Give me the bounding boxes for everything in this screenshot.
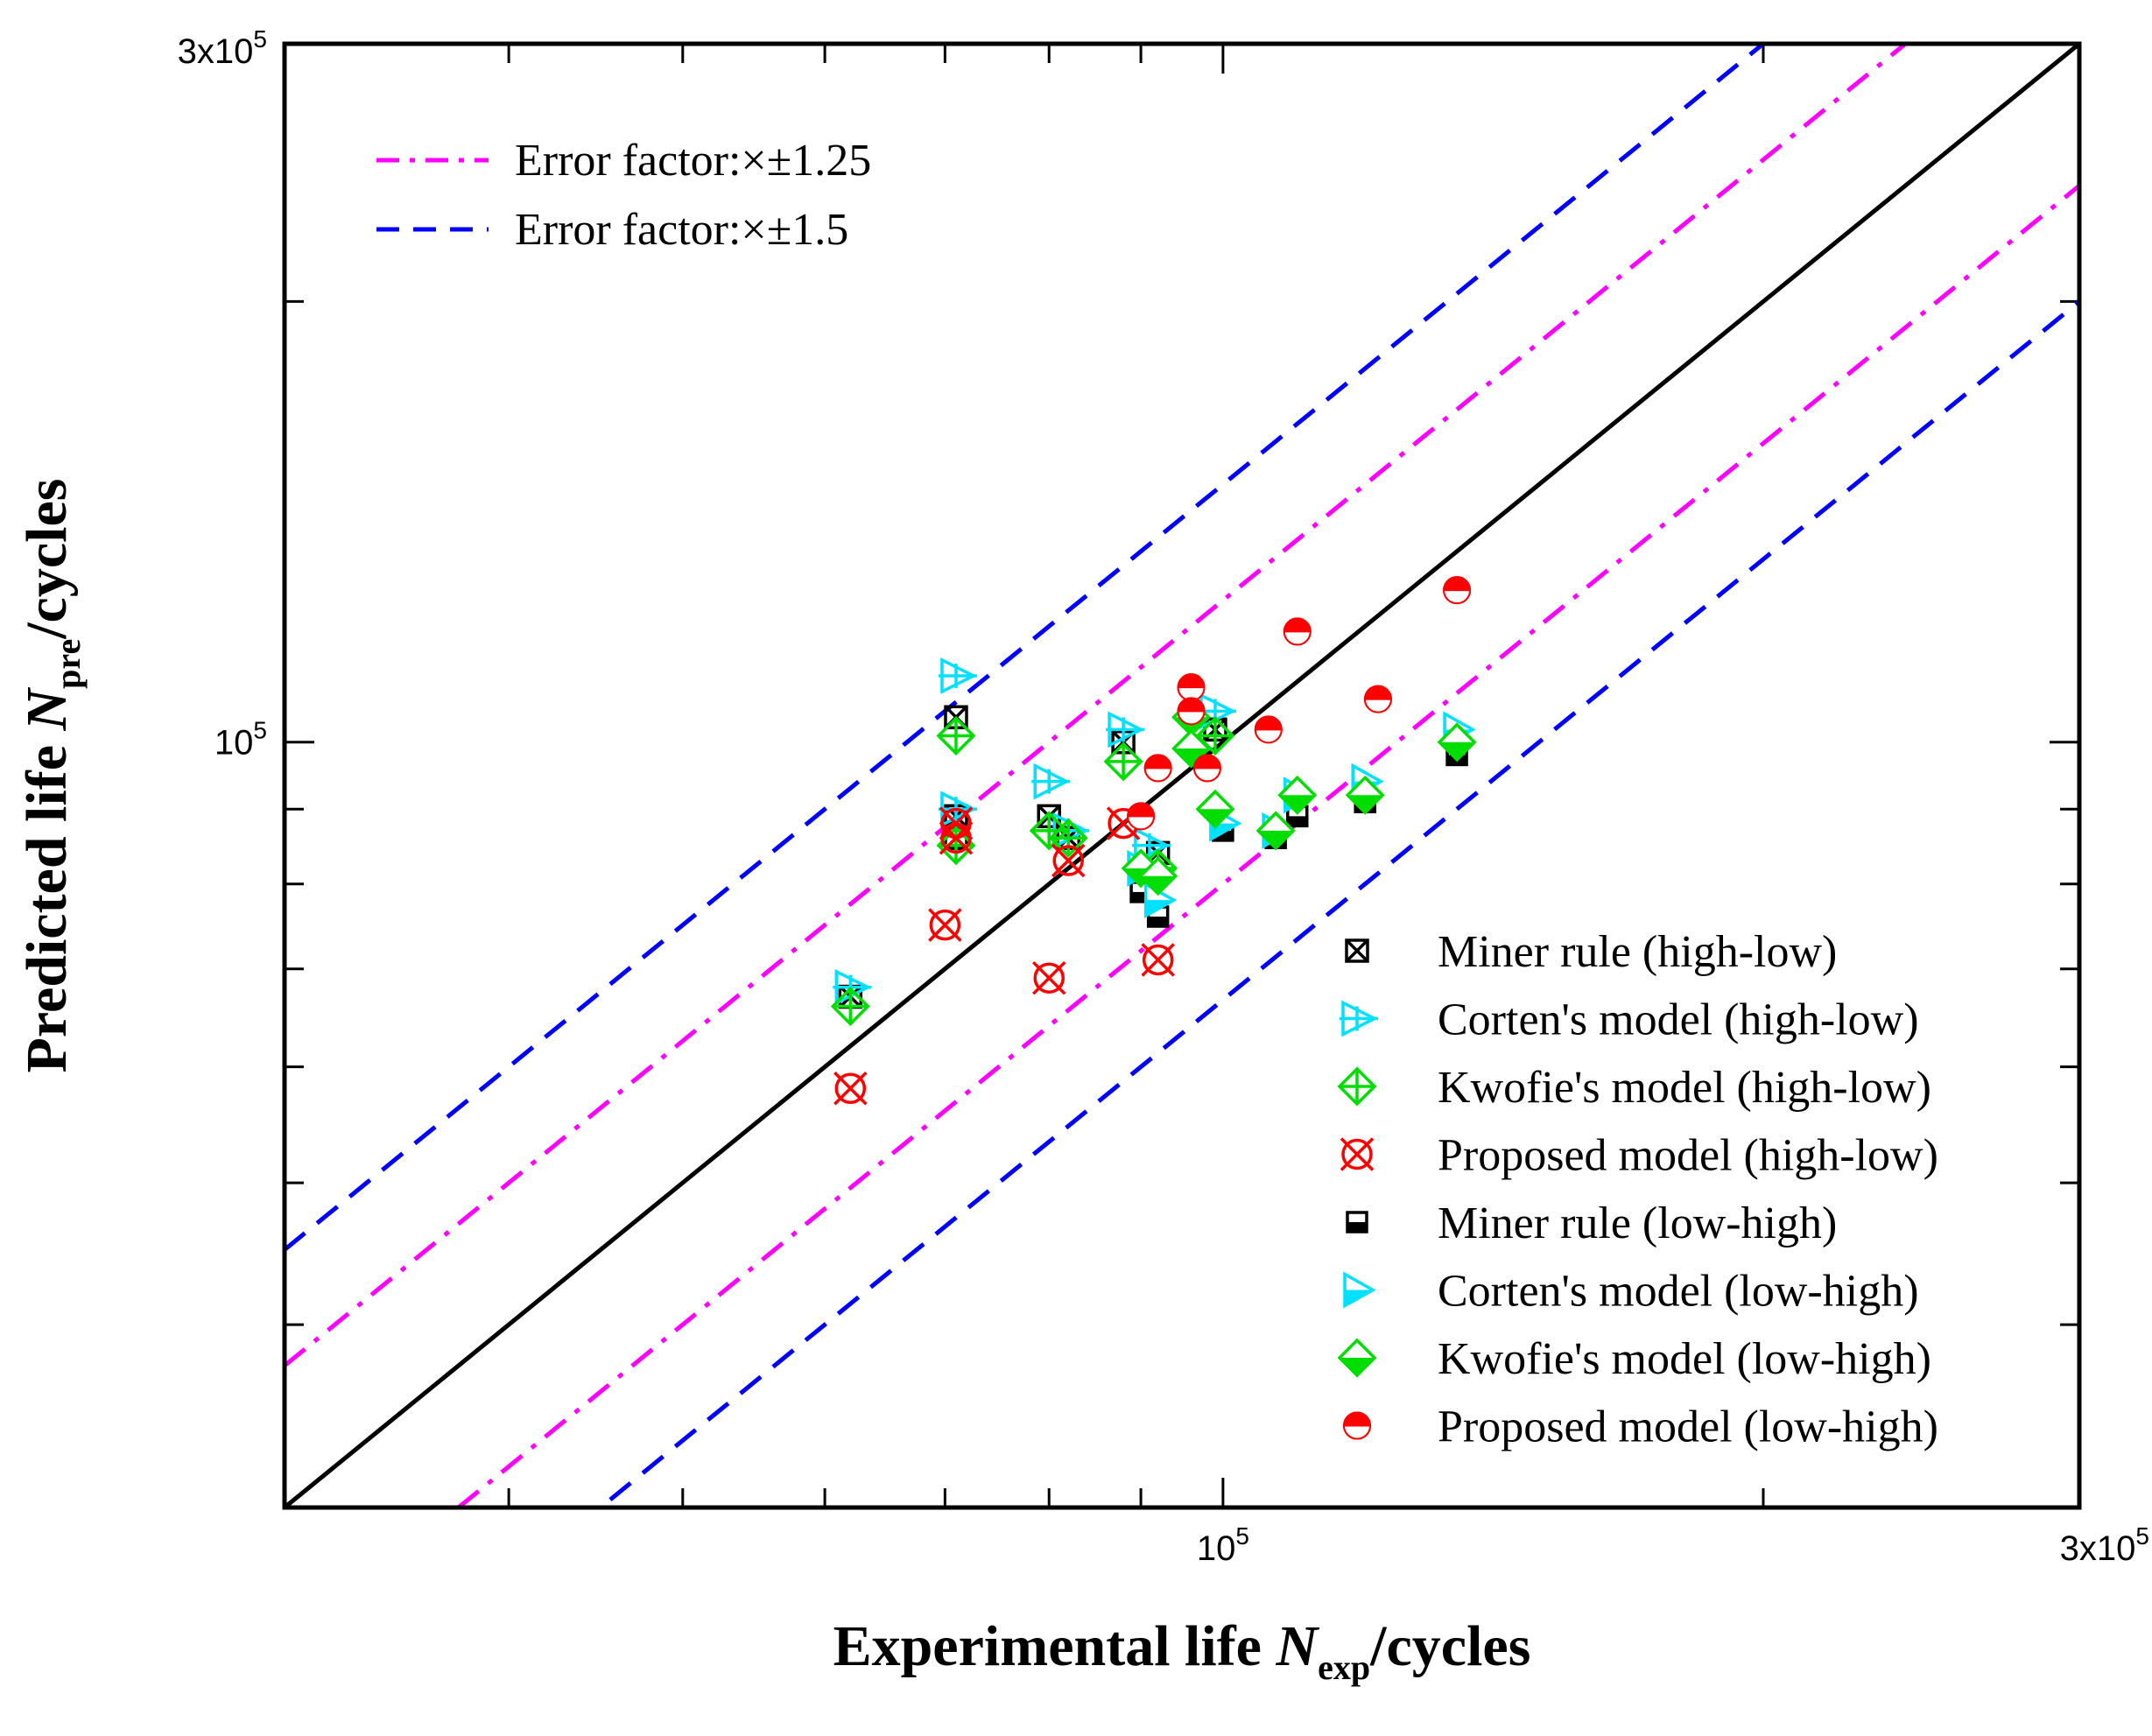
legend-marker: [1337, 1066, 1377, 1107]
bottom-legend: Miner rule (high-low) Corten's model (hig…: [1337, 927, 1938, 1452]
legend-label: Proposed model (high-low): [1438, 1131, 1938, 1181]
data-point: [1106, 711, 1145, 749]
data-point: [1127, 802, 1156, 831]
top-legend: Error factor:×±1.25 Error factor:×±1.5: [376, 136, 871, 255]
legend-marker: [1340, 1000, 1378, 1037]
legend-label: Error factor:×±1.5: [515, 205, 848, 255]
data-point: [1345, 775, 1385, 815]
data-point: [1195, 716, 1235, 756]
data-point: [1195, 789, 1235, 829]
data-point: [1029, 811, 1069, 851]
legend-label: Kwofie's model (low-high): [1438, 1334, 1931, 1384]
data-point: [1051, 843, 1086, 878]
error-band-line: [285, 44, 1767, 1252]
data-point: [1283, 617, 1312, 646]
data-point: [1192, 754, 1221, 783]
minor-ticks: [285, 44, 2079, 1508]
series-3: [833, 806, 1175, 1106]
identity-line: [285, 44, 2079, 1508]
error-band-line: [454, 184, 2079, 1508]
x-axis-title: Experimental life Nexp/cycles: [833, 1614, 1531, 1687]
series-0: [838, 705, 1227, 1009]
data-point: [938, 657, 977, 694]
tick-labels: 105 3x105 105 3x105: [178, 25, 2149, 1568]
data-point: [936, 716, 976, 756]
data-point: [1277, 775, 1318, 815]
data-point: [1131, 826, 1171, 864]
data-point: [1031, 763, 1071, 800]
data-point: [1177, 697, 1206, 726]
legend-label: Proposed model (low-high): [1438, 1402, 1938, 1452]
legend-marker: [1346, 1211, 1368, 1233]
axis-titles: Experimental life Nexp/cycles Predicted l…: [15, 479, 1530, 1687]
series-2: [830, 716, 1235, 1026]
legend-label: Corten's model (low-high): [1438, 1267, 1919, 1317]
x-tick-label: 105: [1197, 1522, 1249, 1568]
legend-label: Miner rule (low-high): [1438, 1198, 1837, 1248]
series-4: [1129, 743, 1468, 928]
data-point: [1255, 811, 1296, 851]
data-points: [830, 576, 1477, 1106]
data-point: [1103, 741, 1143, 782]
data-point: [1031, 960, 1066, 995]
data-point: [928, 908, 962, 942]
legend-marker: [1343, 1411, 1371, 1440]
legend-marker: [1345, 938, 1369, 963]
data-point: [939, 821, 974, 855]
legend-marker: [1340, 1137, 1375, 1171]
legend-marker: [1337, 1338, 1377, 1378]
data-point: [1143, 754, 1172, 783]
y-tick-label: 3x105: [178, 25, 267, 71]
data-point: [1254, 715, 1283, 744]
data-point: [1443, 576, 1472, 605]
data-point: [1138, 856, 1178, 896]
x-tick-label: 3x105: [2060, 1522, 2149, 1568]
data-point: [830, 986, 870, 1026]
error-band-line: [596, 299, 2079, 1508]
data-point: [833, 1072, 868, 1106]
plot-frame: [282, 41, 2082, 1510]
data-point: [1363, 685, 1392, 713]
reference-lines: [285, 44, 2079, 1508]
legend-label: Error factor:×±1.25: [515, 136, 871, 186]
data-point: [1177, 673, 1206, 702]
legend-label: Corten's model (high-low): [1438, 995, 1919, 1045]
data-point: [1048, 818, 1088, 858]
legend-label: Kwofie's model (high-low): [1438, 1063, 1931, 1113]
data-point: [1437, 722, 1477, 763]
y-axis-title: Predicted life Npre/cycles: [15, 479, 88, 1073]
y-tick-label: 105: [214, 717, 267, 763]
series-6: [1121, 697, 1477, 896]
series-7: [1127, 576, 1472, 831]
data-point: [1141, 943, 1175, 977]
legend-marker: [1343, 1271, 1376, 1309]
error-band-line: [285, 44, 1909, 1367]
legend-label: Miner rule (high-low): [1438, 927, 1837, 977]
